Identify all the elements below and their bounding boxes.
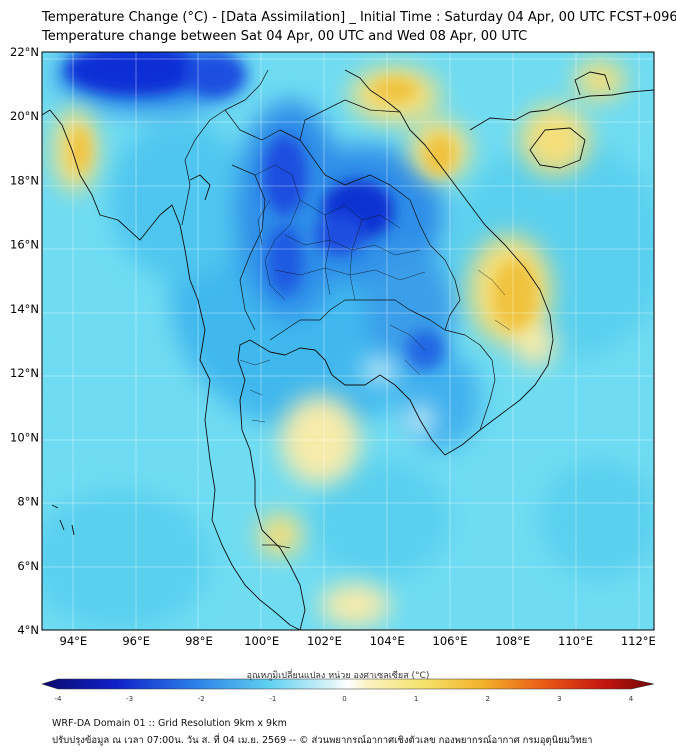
country-borders [181,69,496,549]
map-title: Temperature Change (°C) - [Data Assimila… [42,10,676,25]
lon-tick-label: 98°E [185,634,213,648]
colorbar-tick-label: 1 [414,695,418,703]
lon-tick-label: 102°E [307,634,342,648]
colorbar-tick-label: 0 [342,695,346,703]
lat-tick-label: 8°N [17,495,39,509]
colorbar-tick-label: -1 [269,695,276,703]
lon-tick-label: 100°E [244,634,279,648]
lon-tick-label: 110°E [558,634,593,648]
lat-tick-label: 18°N [10,173,39,187]
latitude-ticks: 4°N 6°N 8°N 10°N 12°N 14°N 16°N 18°N 20°N 22°N [10,45,39,637]
map-subtitle: Temperature change between Sat 04 Apr, 0… [42,29,528,44]
lat-tick-label: 16°N [10,238,39,252]
graticule [42,52,654,630]
footer-credit: ปรับปรุงข้อมูล ณ เวลา 07:00น. วัน ส. ที่… [52,735,593,746]
lat-tick-label: 6°N [17,559,39,573]
longitude-ticks: 94°E 96°E 98°E 100°E 102°E 104°E 106°E 108°E 110… [60,634,656,648]
colorbar-ticks: -4 -3 -2 -1 0 1 2 3 4 [55,695,634,703]
colorbar-tick-label: 4 [629,695,634,703]
colorbar-tick-label: -3 [126,695,133,703]
lat-tick-label: 10°N [10,430,39,444]
lat-tick-label: 12°N [10,366,39,380]
temperature-field [42,52,654,630]
lon-tick-label: 96°E [122,634,150,648]
colorbar-tick-label: -2 [198,695,205,703]
lon-tick-label: 94°E [60,634,88,648]
coastlines [42,69,654,630]
lon-tick-label: 112°E [621,634,656,648]
lat-tick-label: 22°N [10,45,39,59]
lon-tick-label: 106°E [433,634,468,648]
lon-tick-label: 104°E [370,634,405,648]
lon-tick-label: 108°E [495,634,530,648]
colorbar: -4 -3 -2 -1 0 1 2 3 4 [40,678,655,703]
colorbar-tick-label: 3 [557,695,561,703]
colorbar-ramp [40,678,655,690]
footer-model-info: WRF-DA Domain 01 :: Grid Resolution 9km … [52,718,287,729]
lat-tick-label: 20°N [10,109,39,123]
lat-tick-label: 14°N [10,302,39,316]
map-frame [41,51,655,631]
colorbar-tick-label: 2 [486,695,490,703]
lat-tick-label: 4°N [17,623,39,637]
colorbar-title: อุณหภูมิเปลี่ยนแปลง หน่วย องศาเซลเซียส (… [246,671,430,681]
colorbar-tick-label: -4 [55,695,63,703]
province-borders [239,164,511,423]
